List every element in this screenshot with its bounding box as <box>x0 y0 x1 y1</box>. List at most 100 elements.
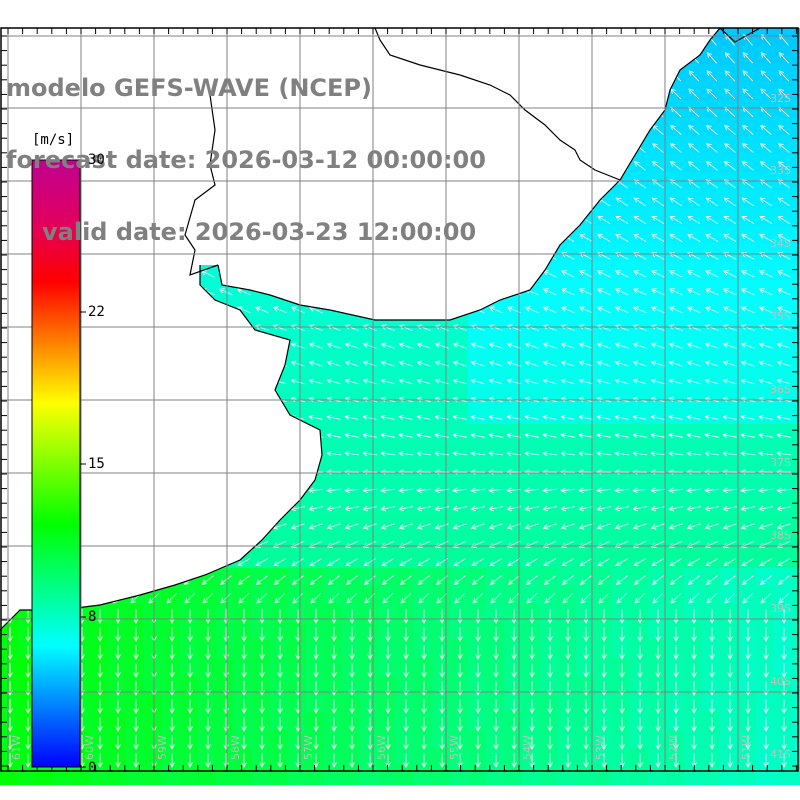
wind-arrow <box>400 592 412 604</box>
wind-cell <box>720 100 739 119</box>
wind-arrow <box>254 414 269 421</box>
wind-arrow <box>580 70 592 82</box>
wind-cell <box>504 460 523 479</box>
wind-cell <box>612 658 631 677</box>
wind-cell <box>558 118 577 137</box>
wind-arrow <box>439 735 445 750</box>
wind-cell <box>756 208 775 227</box>
wind-arrow <box>182 342 197 349</box>
wind-arrow <box>547 663 553 678</box>
wind-arrow <box>507 161 520 171</box>
wind-cell <box>666 658 685 677</box>
wind-arrow <box>237 558 251 567</box>
wind-cell <box>396 550 415 569</box>
wind-cell <box>540 550 559 569</box>
wind-arrow <box>200 432 215 439</box>
wind-cell <box>306 748 325 767</box>
wind-cell <box>450 748 469 767</box>
wind-arrow <box>362 288 377 296</box>
wind-cell <box>576 622 595 641</box>
wind-arrow <box>362 414 377 421</box>
wind-cell <box>486 622 505 641</box>
wind-cell <box>702 406 721 425</box>
axis-ticks <box>1 28 798 771</box>
wind-cell <box>540 712 559 731</box>
wind-arrow <box>565 699 571 714</box>
wind-arrow <box>452 487 468 493</box>
wind-cell <box>270 550 289 569</box>
wind-cell <box>234 766 253 785</box>
wind-cell <box>504 604 523 623</box>
wind-arrow <box>778 70 790 82</box>
wind-cell <box>486 766 505 785</box>
wind-cell <box>288 568 307 587</box>
wind-cell <box>324 316 343 335</box>
wind-cell <box>720 64 739 83</box>
wind-cell <box>288 370 307 389</box>
wind-cell <box>702 766 721 785</box>
wind-arrow <box>578 270 593 278</box>
wind-cell <box>738 586 757 605</box>
wind-arrow <box>651 197 665 207</box>
wind-arrow <box>475 753 481 768</box>
wind-arrow <box>601 645 607 660</box>
wind-cell <box>450 604 469 623</box>
wind-cell <box>756 478 775 497</box>
wind-cell <box>504 478 523 497</box>
wind-cell <box>612 586 631 605</box>
wind-cell <box>126 370 145 389</box>
wind-arrow <box>200 324 215 331</box>
wind-arrow <box>723 575 736 585</box>
wind-cell <box>756 154 775 173</box>
wind-arrow <box>511 609 517 624</box>
wind-cell <box>108 298 127 317</box>
wind-arrow <box>2 306 17 314</box>
wind-arrow <box>223 753 229 768</box>
wind-arrow <box>439 609 445 624</box>
wind-arrow <box>385 645 391 660</box>
wind-cell <box>522 46 541 65</box>
longitude-labels: 61W 60W 59W 58W 57W 56W 55W 54W 53W 52W 51W <box>10 735 753 760</box>
wind-cell <box>306 352 325 371</box>
wind-cell <box>450 640 469 659</box>
wind-cell <box>198 280 217 299</box>
wind-arrow <box>272 487 288 493</box>
wind-cell <box>162 676 181 695</box>
wind-cell <box>486 478 505 497</box>
wind-arrow <box>110 288 125 296</box>
wind-cell <box>540 370 559 389</box>
wind-cell <box>612 370 631 389</box>
wind-cell <box>522 622 541 641</box>
wind-cell <box>306 388 325 407</box>
wind-arrow <box>416 432 431 439</box>
wind-cell <box>594 136 613 155</box>
wind-cell <box>90 334 109 353</box>
wind-arrow <box>614 523 629 530</box>
wind-cell <box>612 46 631 65</box>
wind-cell <box>162 604 181 623</box>
wind-arrow <box>742 88 754 100</box>
wind-arrow <box>380 342 395 349</box>
wind-cell <box>558 478 577 497</box>
wind-arrow <box>470 360 485 367</box>
wind-cell <box>648 604 667 623</box>
wind-cell <box>558 406 577 425</box>
wind-arrow <box>331 753 337 768</box>
wind-cell <box>594 622 613 641</box>
wind-cell <box>612 406 631 425</box>
wind-cell <box>198 766 217 785</box>
wind-cell <box>414 730 433 749</box>
wind-cell <box>576 442 595 461</box>
wind-cell <box>666 100 685 119</box>
wind-cell <box>450 694 469 713</box>
wind-cell <box>396 694 415 713</box>
wind-arrow <box>727 717 733 732</box>
wind-cell <box>342 334 361 353</box>
wind-cell <box>612 460 631 479</box>
wind-arrow <box>650 360 665 367</box>
longitude-label: 51W <box>740 735 753 760</box>
wind-arrow <box>601 735 607 750</box>
wind-cell <box>774 334 793 353</box>
wind-cell <box>162 442 181 461</box>
wind-arrow <box>128 432 143 439</box>
